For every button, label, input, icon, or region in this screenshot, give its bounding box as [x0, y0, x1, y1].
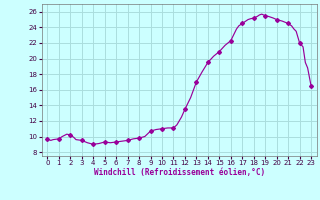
X-axis label: Windchill (Refroidissement éolien,°C): Windchill (Refroidissement éolien,°C) — [94, 168, 265, 177]
